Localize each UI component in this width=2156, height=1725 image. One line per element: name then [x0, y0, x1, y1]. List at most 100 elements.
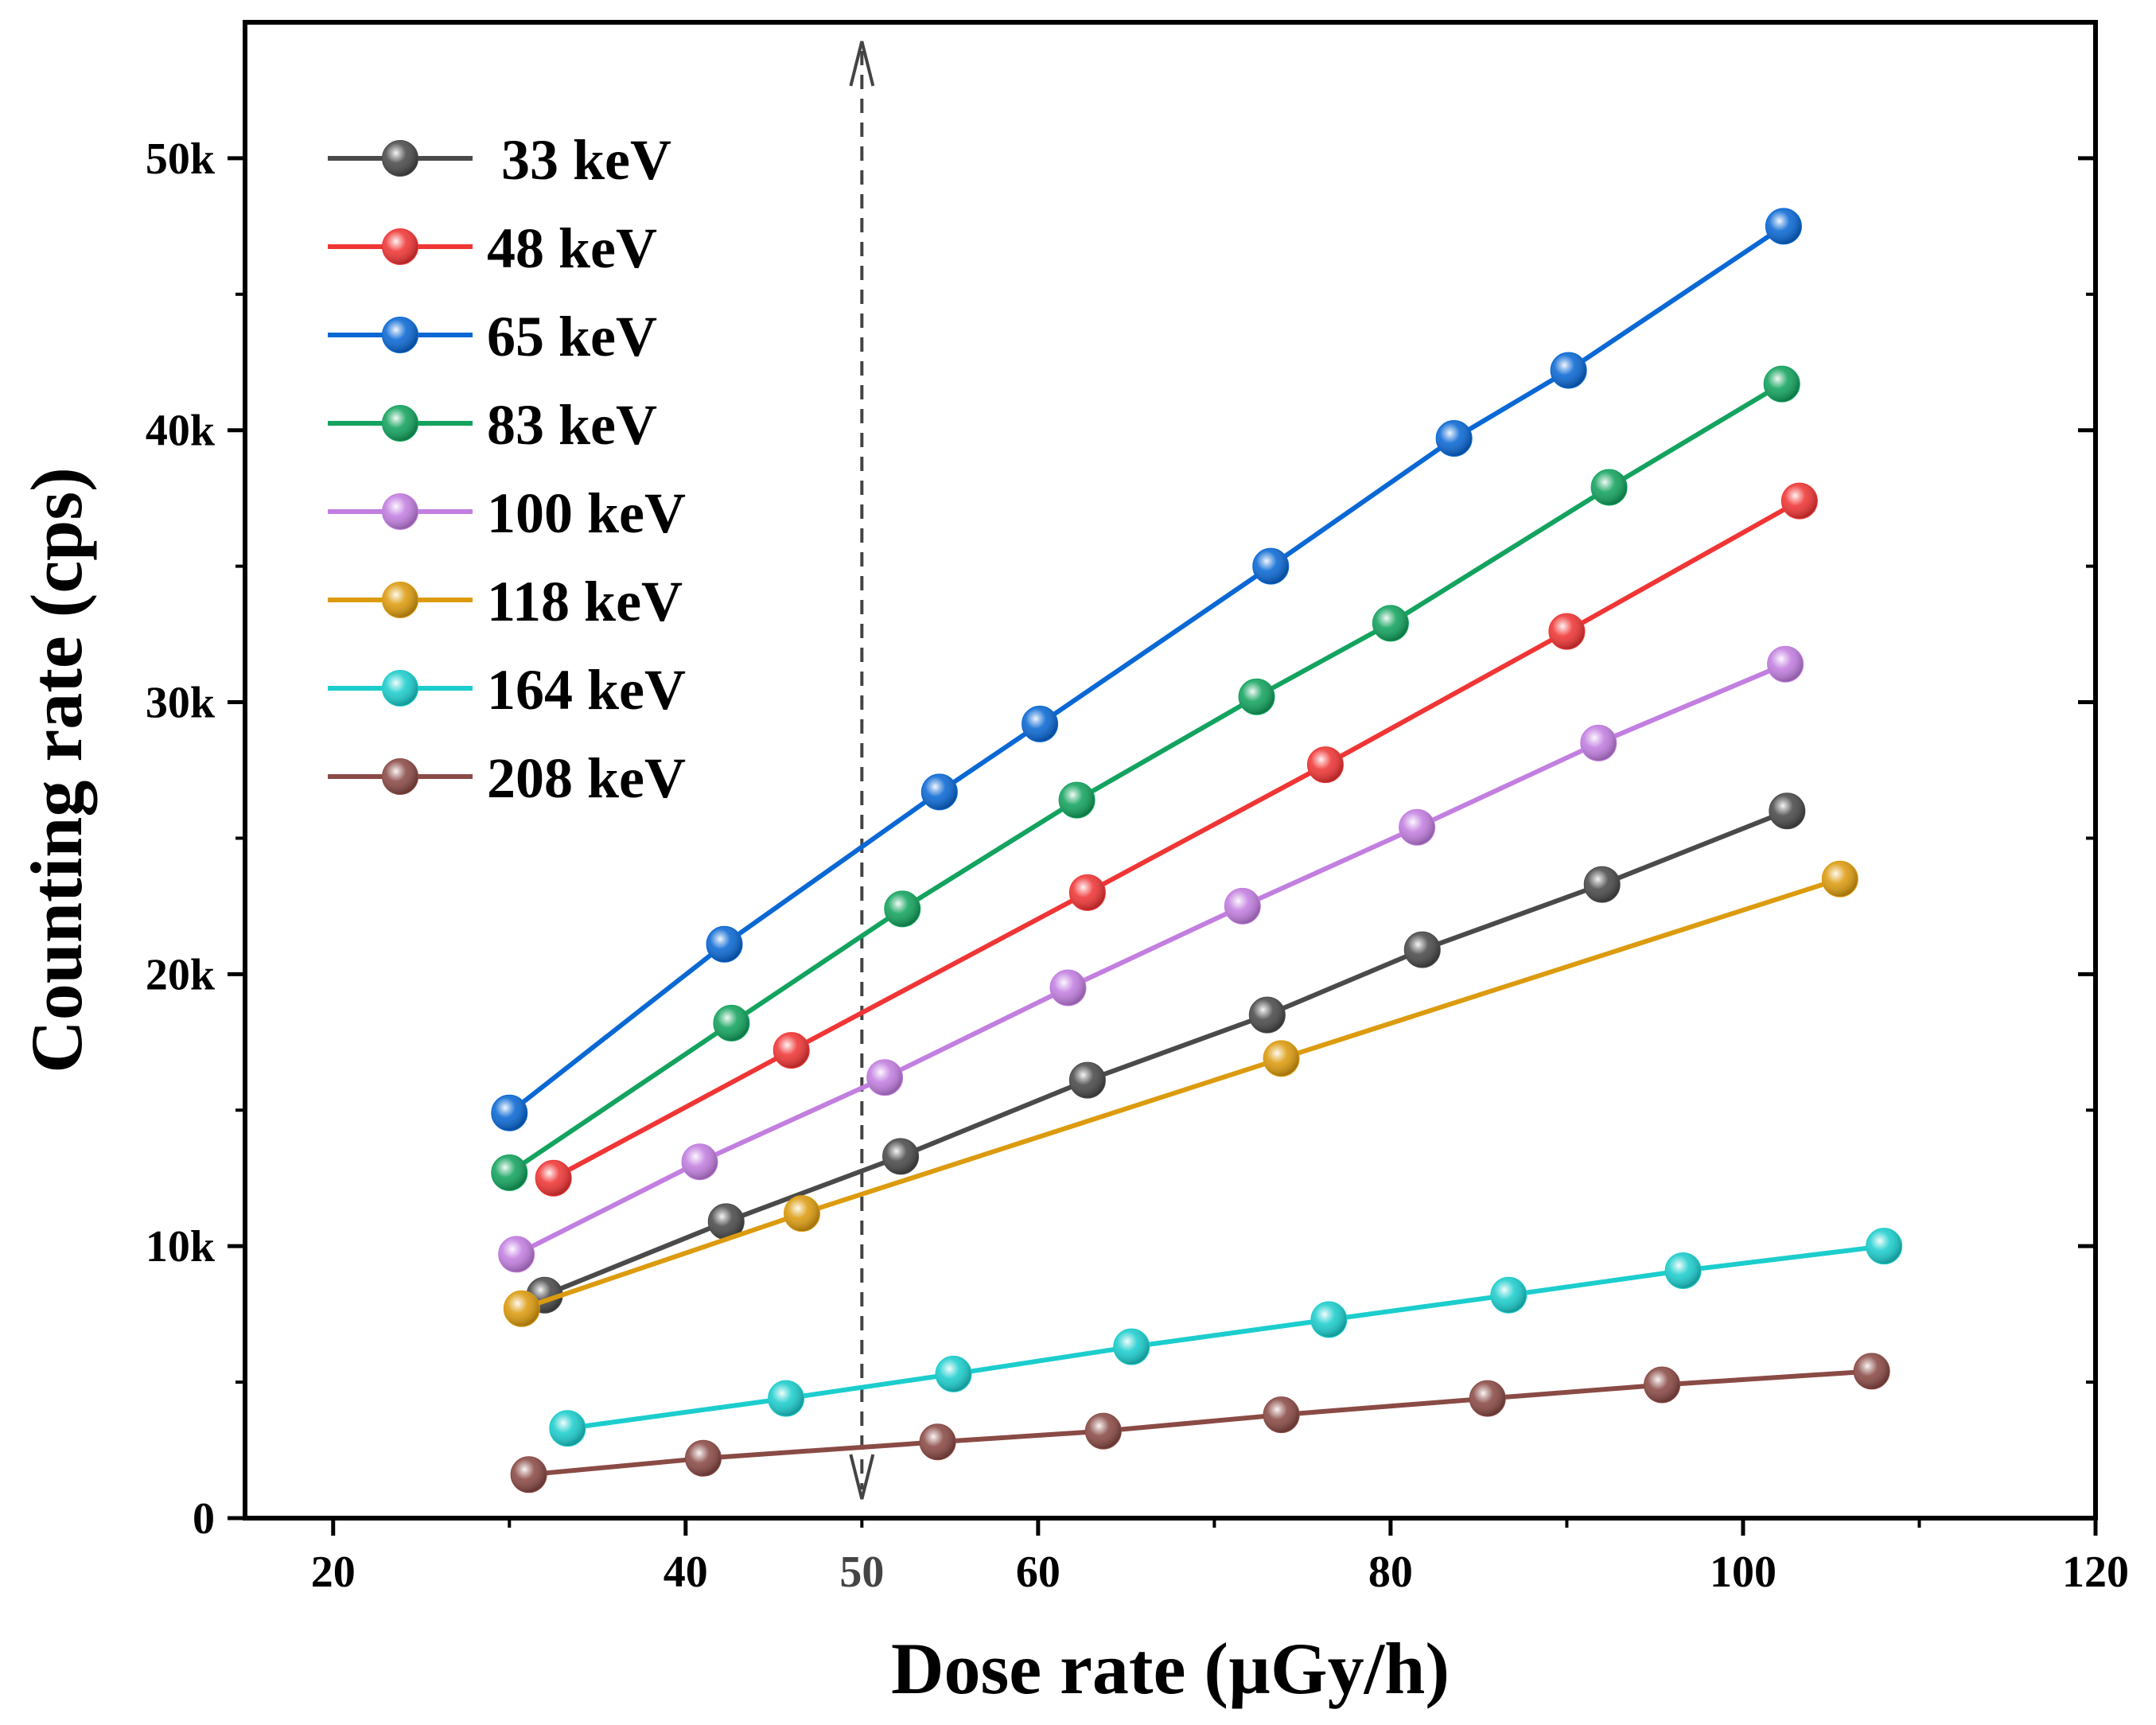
- y-tick-label: 40k: [146, 407, 216, 456]
- data-point-highlight: [682, 1144, 718, 1180]
- y-tick-label: 20k: [146, 950, 216, 999]
- data-point-highlight: [1224, 888, 1260, 924]
- data-point-highlight: [1249, 997, 1285, 1033]
- data-point-highlight: [499, 1236, 535, 1272]
- legend-item-1: 48 keV: [328, 216, 657, 280]
- data-point-highlight: [1469, 1380, 1505, 1416]
- legend-swatch-highlight: [383, 141, 418, 176]
- y-tick-label: 10k: [146, 1222, 216, 1271]
- data-point-highlight: [1239, 679, 1275, 715]
- data-point-highlight: [550, 1411, 586, 1447]
- legend-swatch-highlight: [383, 759, 418, 794]
- series-line: [552, 498, 1801, 1181]
- data-point-highlight: [492, 1095, 527, 1131]
- x-tick-label: 100: [1710, 1548, 1777, 1597]
- data-point-highlight: [920, 1424, 955, 1460]
- data-point-highlight: [1591, 469, 1627, 505]
- legend-item-0: 33 keV: [328, 128, 671, 192]
- data-point-highlight: [1584, 866, 1620, 902]
- legend-swatch-highlight: [383, 494, 418, 529]
- series-line: [508, 224, 1785, 1116]
- series-6: [549, 1228, 1903, 1447]
- y-tick-label: 0: [193, 1494, 215, 1544]
- legend-swatch-highlight: [383, 229, 418, 264]
- series-1: [535, 482, 1818, 1197]
- data-point-highlight: [714, 1005, 749, 1041]
- data-point-highlight: [706, 926, 742, 962]
- data-point-highlight: [921, 774, 957, 810]
- data-point-highlight: [1644, 1367, 1680, 1403]
- data-point-highlight: [1050, 970, 1086, 1006]
- data-point-highlight: [1263, 1397, 1299, 1433]
- data-point-highlight: [1114, 1329, 1150, 1365]
- legend-label: 164 keV: [487, 658, 686, 722]
- data-point-highlight: [492, 1155, 527, 1190]
- annotation-label: 50: [839, 1548, 884, 1597]
- legend-item-2: 65 keV: [328, 305, 657, 368]
- series-line: [528, 1369, 1872, 1478]
- plot-frame: [243, 20, 2098, 1521]
- data-point-highlight: [773, 1033, 809, 1069]
- data-point-highlight: [1059, 782, 1095, 818]
- legend-label: 83 keV: [487, 393, 657, 457]
- data-point-highlight: [885, 891, 920, 927]
- legend-swatch-highlight: [383, 582, 418, 617]
- legend-item-7: 208 keV: [328, 746, 686, 810]
- series-line: [566, 1244, 1885, 1431]
- series-7: [510, 1353, 1890, 1493]
- data-point-highlight: [1781, 483, 1817, 519]
- series-line: [520, 876, 1841, 1311]
- data-point-highlight: [535, 1160, 571, 1196]
- data-point-highlight: [1263, 1041, 1299, 1077]
- series-line: [508, 382, 1784, 1175]
- data-point-highlight: [1085, 1413, 1121, 1449]
- data-point-highlight: [769, 1380, 804, 1416]
- data-point-highlight: [1069, 874, 1105, 910]
- data-point-highlight: [1854, 1353, 1889, 1389]
- data-point-highlight: [1549, 613, 1585, 649]
- data-point-highlight: [511, 1457, 547, 1493]
- data-point-highlight: [1372, 606, 1408, 641]
- x-axis-title: Dose rate (µGy/h): [891, 1628, 1450, 1709]
- series-5: [503, 860, 1858, 1327]
- legend-label: 33 keV: [487, 128, 671, 192]
- legend-label: 118 keV: [487, 570, 683, 633]
- series-line: [515, 661, 1787, 1257]
- data-point-highlight: [883, 1139, 919, 1174]
- series-2: [491, 208, 1802, 1131]
- data-point-highlight: [1253, 548, 1289, 584]
- x-tick-label: 40: [664, 1548, 708, 1597]
- legend-swatch-highlight: [383, 317, 418, 352]
- data-point-highlight: [1768, 646, 1804, 682]
- x-tick-label: 20: [311, 1548, 356, 1597]
- legend-label: 65 keV: [487, 305, 657, 368]
- data-point-highlight: [1022, 706, 1058, 742]
- data-point-highlight: [1665, 1252, 1701, 1288]
- legend-label: 48 keV: [487, 216, 657, 280]
- data-point-highlight: [1404, 932, 1440, 968]
- legend-item-4: 100 keV: [328, 481, 686, 545]
- series-line: [543, 808, 1788, 1298]
- legend-item-3: 83 keV: [328, 393, 657, 457]
- legend-label: 100 keV: [487, 481, 686, 545]
- series-0: [526, 792, 1806, 1314]
- legend-item-6: 164 keV: [328, 658, 686, 722]
- data-point-highlight: [1866, 1229, 1902, 1264]
- data-point-highlight: [936, 1356, 971, 1392]
- data-point-highlight: [1822, 861, 1858, 897]
- y-tick-label: 50k: [146, 134, 216, 184]
- data-point-highlight: [1307, 747, 1343, 783]
- data-point-highlight: [784, 1196, 820, 1232]
- data-point-highlight: [708, 1204, 744, 1240]
- legend: 33 keV 48 keV 65 keV 83 keV 100 keV 118 keV 16…: [328, 128, 686, 810]
- data-point-highlight: [1769, 793, 1805, 829]
- y-tick-label: 30k: [146, 679, 216, 728]
- series-4: [498, 645, 1804, 1273]
- data-point-highlight: [1764, 366, 1800, 402]
- legend-item-5: 118 keV: [328, 570, 683, 633]
- legend-label: 208 keV: [487, 746, 686, 810]
- annotation-arrow-up: [849, 41, 875, 87]
- data-point-highlight: [685, 1440, 721, 1476]
- data-point-highlight: [504, 1291, 539, 1326]
